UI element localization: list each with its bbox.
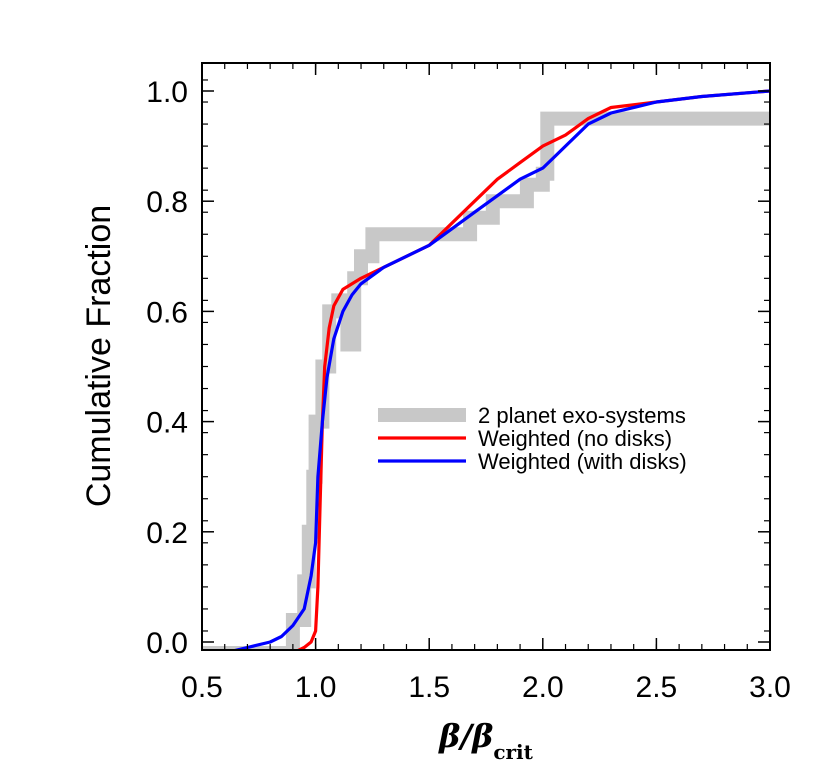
legend-label-0: 2 planet exo-systems <box>478 403 686 428</box>
y-tick-label: 1.0 <box>146 76 188 109</box>
x-axis-label: β/βcrit <box>438 717 534 764</box>
x-axis-label-main: β/β <box>438 717 493 755</box>
series-line-1 <box>295 89 770 650</box>
plot-lines <box>202 89 770 650</box>
legend-label-1: Weighted (no disks) <box>478 426 672 451</box>
legend-label-2: Weighted (with disks) <box>478 449 687 474</box>
x-axis-label-sub: crit <box>493 740 533 764</box>
y-tick-label: 0.6 <box>146 296 188 329</box>
plot-frame <box>201 62 771 651</box>
x-tick-label: 0.5 <box>181 671 223 704</box>
ticks <box>201 63 771 650</box>
y-tick-label: 0.2 <box>146 517 188 550</box>
y-tick-label: 0.4 <box>146 407 188 440</box>
series-line-0 <box>202 111 770 650</box>
x-tick-label: 1.5 <box>408 671 450 704</box>
x-tick-label: 3.0 <box>749 671 791 704</box>
svg-text:β/βcrit: β/βcrit <box>438 717 534 764</box>
x-tick-label: 2.0 <box>522 671 564 704</box>
y-tick-label: 0.0 <box>146 627 188 660</box>
y-tick-label: 0.8 <box>146 186 188 219</box>
x-tick-label: 2.5 <box>636 671 678 704</box>
series-line-2 <box>230 89 770 650</box>
x-tick-label: 1.0 <box>295 671 337 704</box>
y-axis-label: Cumulative Fraction <box>80 205 118 507</box>
tick-labels: 0.5 1.0 1.5 2.0 2.5 3.0 0.0 0.2 0.4 0.6 0.8 1.0 <box>146 76 791 704</box>
